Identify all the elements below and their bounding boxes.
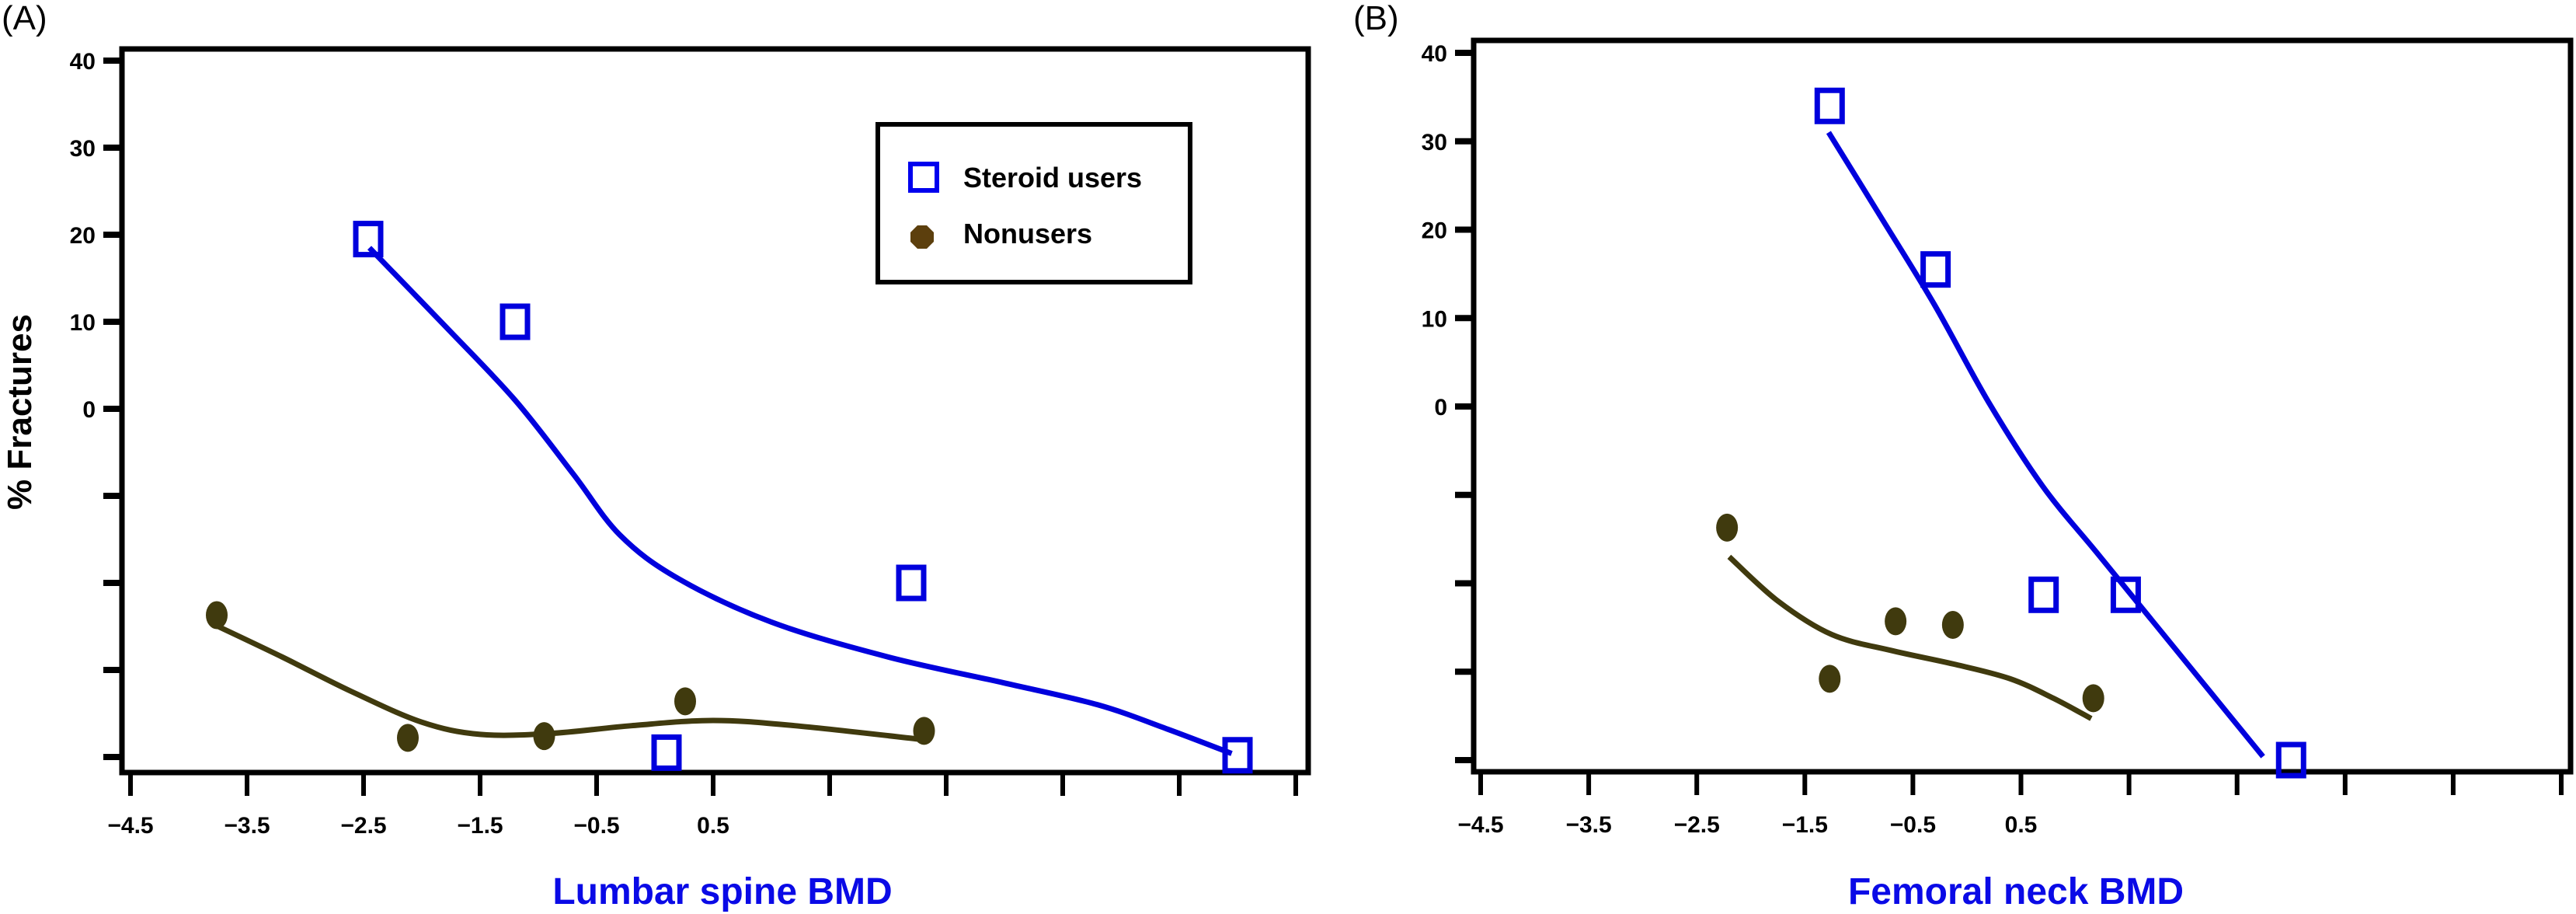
- axes-b: −4.5 −3.5 −2.5 −1.5 −0.5 0.5 40 30 20 10 0: [1422, 41, 2564, 838]
- x-tick-label: −1.5: [1782, 812, 1828, 838]
- steroid-point: [2028, 576, 2059, 613]
- x-tick-label: −4.5: [1457, 812, 1503, 838]
- nonuser-point: [1941, 610, 1964, 639]
- panel-label-a: (A): [2, 0, 47, 37]
- y-tick-label: 30: [1422, 130, 1447, 155]
- y-tick-label: 40: [1422, 41, 1447, 67]
- y-tick-label: 20: [70, 223, 96, 249]
- panel-b: (B) Femoral neck BMD −4.5 −3.5 −2.5 −1.5 −0.…: [1353, 0, 2574, 912]
- nonuser-point: [2082, 684, 2104, 713]
- y-tick-label: 0: [82, 397, 96, 423]
- nonuser-point: [1716, 513, 1739, 542]
- y-tick-label: 0: [1434, 395, 1447, 420]
- legend: Steroid users Nonusers: [875, 122, 1192, 284]
- steroid-point: [1920, 251, 1951, 288]
- steroid-point: [353, 221, 384, 258]
- y-tick-label: 20: [1422, 218, 1447, 244]
- fit-curves-a: [213, 246, 1233, 756]
- nonuser-point: [206, 601, 228, 630]
- nonuser-point: [913, 717, 935, 745]
- x-tick-label: −2.5: [1674, 812, 1720, 838]
- y-tick-label: 10: [1422, 306, 1447, 332]
- y-axis-title-a: % Fractures: [1, 314, 39, 510]
- steroid-point: [896, 564, 927, 602]
- steroid-point: [2275, 741, 2306, 779]
- axes-a: −4.5 −3.5 −2.5 −1.5 −0.5 0.5 40 30 20 10 0: [70, 49, 1298, 839]
- x-tick-label: −1.5: [457, 813, 503, 839]
- x-tick-label: −4.5: [107, 813, 153, 839]
- y-tick-label: 10: [70, 310, 96, 336]
- data-points-a: [206, 221, 1253, 774]
- x-tick-label: −2.5: [340, 813, 386, 839]
- legend-steroid-label: Steroid users: [963, 162, 1142, 194]
- legend-nonuser-marker-icon: [910, 225, 934, 249]
- steroid-point: [1814, 87, 1845, 124]
- fit-curves-b: [1727, 131, 2265, 759]
- x-tick-label: −0.5: [1890, 812, 1936, 838]
- x-tick-label: −0.5: [573, 813, 619, 839]
- panel-label-b: (B): [1353, 0, 1399, 37]
- nonuser-point: [1819, 665, 1841, 693]
- x-tick-label: −3.5: [224, 813, 270, 839]
- y-tick-label: 30: [70, 136, 96, 162]
- steroid-fit-curve-a: [367, 246, 1233, 756]
- x-tick-label: 0.5: [697, 813, 729, 839]
- nonuser-point: [533, 722, 555, 751]
- nonuser-point: [674, 687, 696, 716]
- legend-box: [875, 122, 1192, 284]
- plot-frame-b: [1471, 37, 2574, 775]
- nonuser-point: [397, 724, 419, 752]
- x-tick-label: 0.5: [2005, 812, 2038, 838]
- legend-nonuser-label: Nonusers: [963, 218, 1092, 249]
- steroid-point: [500, 303, 531, 340]
- y-tick-label: 40: [70, 49, 96, 75]
- steroid-fit-curve-b: [1826, 131, 2265, 759]
- x-axis-title-b: Femoral neck BMD: [1848, 871, 2184, 912]
- steroid-point: [651, 734, 682, 771]
- panel-a: (A) % Fractures Lumbar spine BMD −4.5 −3.…: [1, 0, 1311, 912]
- nonuser-point: [1885, 607, 1907, 636]
- data-points-b: [1716, 87, 2306, 779]
- steroid-point: [2110, 576, 2141, 613]
- nonuser-fit-curve-b: [1727, 554, 2093, 721]
- steroid-point: [1222, 737, 1253, 774]
- legend-steroid-marker-icon: [908, 162, 939, 193]
- nonuser-fit-curve-a: [213, 622, 924, 743]
- x-tick-label: −3.5: [1565, 812, 1611, 838]
- x-axis-title-a: Lumbar spine BMD: [552, 871, 892, 912]
